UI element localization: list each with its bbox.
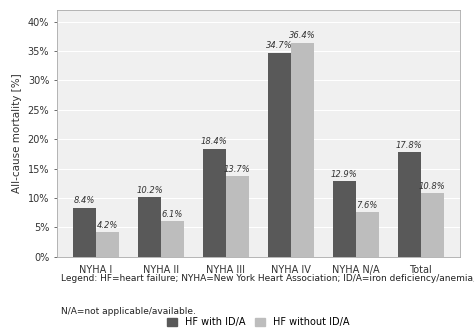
Legend: HF with ID/A, HF without ID/A: HF with ID/A, HF without ID/A <box>164 313 353 330</box>
Bar <box>226 176 248 257</box>
Bar <box>356 212 379 257</box>
Text: N/A=not applicable/available.: N/A=not applicable/available. <box>61 307 196 316</box>
Text: Legend: HF=heart failure; NYHA=New York Heart Association; ID/A=iron deficiency/: Legend: HF=heart failure; NYHA=New York … <box>61 274 474 282</box>
Bar <box>333 181 356 257</box>
Text: 7.6%: 7.6% <box>356 201 378 210</box>
Text: 17.8%: 17.8% <box>396 141 423 150</box>
Bar <box>161 221 183 257</box>
Text: 13.7%: 13.7% <box>224 165 251 174</box>
Text: 18.4%: 18.4% <box>201 137 228 146</box>
Text: 4.2%: 4.2% <box>97 221 118 230</box>
Text: 10.2%: 10.2% <box>136 185 163 195</box>
Text: 12.9%: 12.9% <box>331 170 358 179</box>
Bar <box>73 208 96 257</box>
Text: 6.1%: 6.1% <box>162 210 183 219</box>
Text: 34.7%: 34.7% <box>266 42 293 50</box>
Text: 36.4%: 36.4% <box>289 31 316 41</box>
Y-axis label: All-cause mortality [%]: All-cause mortality [%] <box>12 74 22 193</box>
Bar <box>421 193 444 257</box>
Bar <box>268 53 291 257</box>
Bar <box>96 232 118 257</box>
Bar <box>398 152 421 257</box>
Bar <box>203 149 226 257</box>
Bar <box>291 43 314 257</box>
Text: 8.4%: 8.4% <box>74 196 95 205</box>
Bar <box>138 197 161 257</box>
Text: 10.8%: 10.8% <box>419 182 446 191</box>
